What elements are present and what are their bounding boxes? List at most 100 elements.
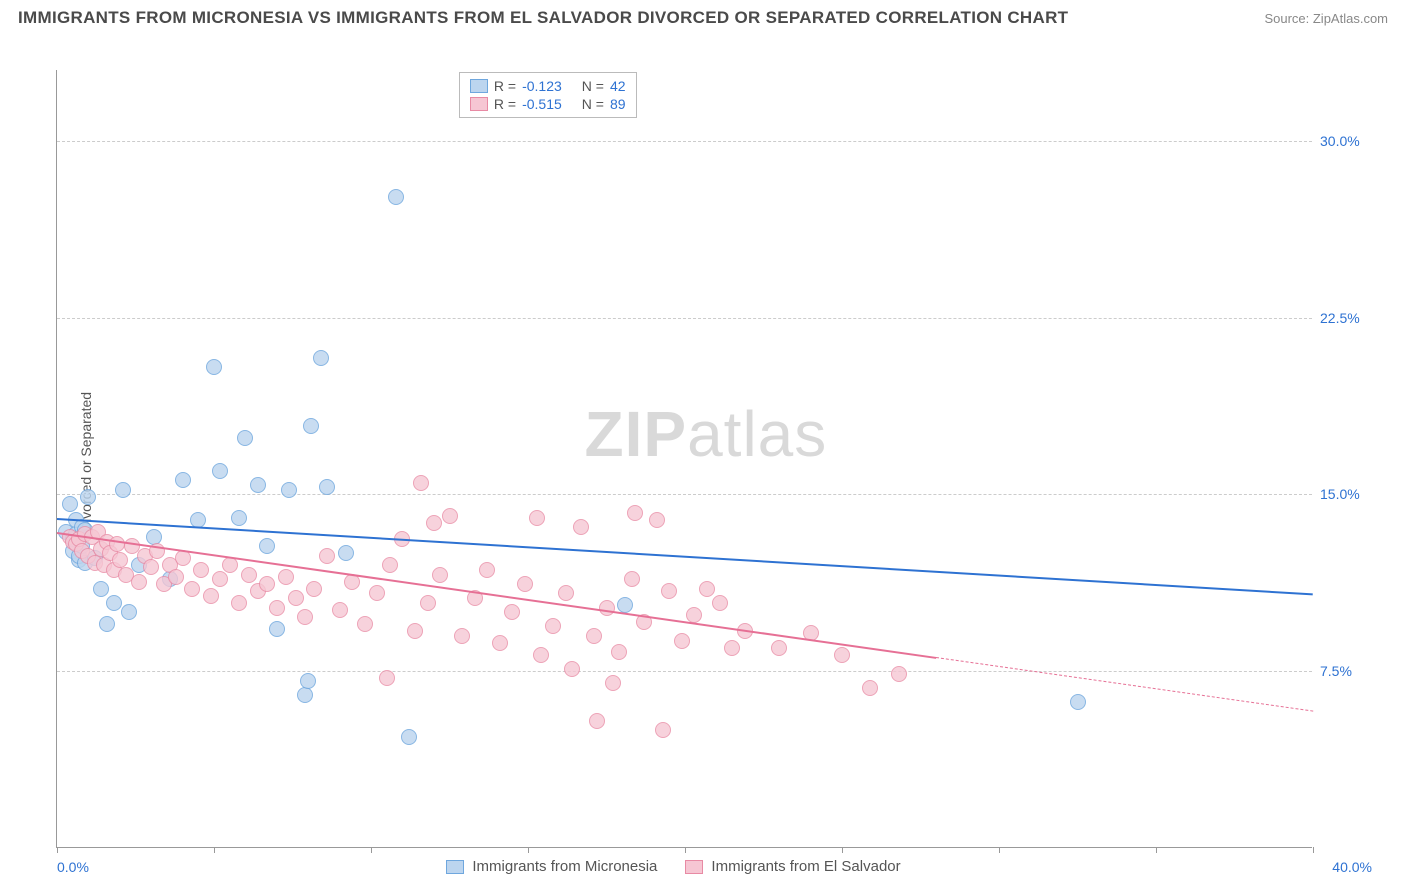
- data-point-micronesia: [303, 418, 319, 434]
- data-point-micronesia: [121, 604, 137, 620]
- data-point-elsalvador: [504, 604, 520, 620]
- legend-series-label: Immigrants from El Salvador: [711, 858, 900, 875]
- data-point-elsalvador: [624, 571, 640, 587]
- data-point-micronesia: [237, 430, 253, 446]
- x-tick-mark: [57, 847, 58, 853]
- gridline: [57, 318, 1312, 319]
- data-point-elsalvador: [259, 576, 275, 592]
- x-tick-mark: [371, 847, 372, 853]
- data-point-micronesia: [269, 621, 285, 637]
- legend-series-item: Immigrants from El Salvador: [685, 858, 900, 875]
- data-point-micronesia: [175, 472, 191, 488]
- data-point-elsalvador: [241, 567, 257, 583]
- data-point-elsalvador: [834, 647, 850, 663]
- data-point-elsalvador: [212, 571, 228, 587]
- legend-stats-row: R =-0.123N =42: [470, 77, 626, 95]
- legend-swatch: [685, 860, 703, 874]
- data-point-elsalvador: [771, 640, 787, 656]
- data-point-elsalvador: [168, 569, 184, 585]
- data-point-micronesia: [300, 673, 316, 689]
- data-point-elsalvador: [203, 588, 219, 604]
- data-point-elsalvador: [599, 600, 615, 616]
- data-point-elsalvador: [269, 600, 285, 616]
- data-point-micronesia: [297, 687, 313, 703]
- data-point-micronesia: [388, 189, 404, 205]
- trend-line: [57, 518, 1313, 595]
- gridline: [57, 494, 1312, 495]
- gridline: [57, 671, 1312, 672]
- x-max-label: 40.0%: [1332, 859, 1372, 875]
- data-point-micronesia: [401, 729, 417, 745]
- x-tick-mark: [999, 847, 1000, 853]
- r-value: -0.515: [522, 96, 562, 112]
- data-point-elsalvador: [184, 581, 200, 597]
- x-tick-mark: [1313, 847, 1314, 853]
- data-point-elsalvador: [533, 647, 549, 663]
- data-point-elsalvador: [661, 583, 677, 599]
- data-point-elsalvador: [564, 661, 580, 677]
- x-min-label: 0.0%: [57, 859, 89, 875]
- data-point-elsalvador: [442, 508, 458, 524]
- data-point-elsalvador: [109, 536, 125, 552]
- data-point-elsalvador: [306, 581, 322, 597]
- legend-swatch: [470, 97, 488, 111]
- data-point-elsalvador: [479, 562, 495, 578]
- data-point-elsalvador: [724, 640, 740, 656]
- data-point-elsalvador: [231, 595, 247, 611]
- data-point-micronesia: [62, 496, 78, 512]
- data-point-elsalvador: [589, 713, 605, 729]
- legend-stats: R =-0.123N =42R =-0.515N =89: [459, 72, 637, 118]
- legend-series-label: Immigrants from Micronesia: [472, 858, 657, 875]
- n-value: 42: [610, 78, 626, 94]
- x-tick-mark: [842, 847, 843, 853]
- data-point-micronesia: [80, 489, 96, 505]
- n-value: 89: [610, 96, 626, 112]
- data-point-elsalvador: [288, 590, 304, 606]
- data-point-elsalvador: [369, 585, 385, 601]
- data-point-elsalvador: [332, 602, 348, 618]
- data-point-micronesia: [281, 482, 297, 498]
- y-tick-label: 30.0%: [1320, 133, 1380, 149]
- data-point-elsalvador: [131, 574, 147, 590]
- n-label: N =: [582, 78, 604, 94]
- data-point-elsalvador: [420, 595, 436, 611]
- data-point-elsalvador: [674, 633, 690, 649]
- source-label: Source: ZipAtlas.com: [1264, 11, 1388, 26]
- data-point-micronesia: [93, 581, 109, 597]
- r-label: R =: [494, 78, 516, 94]
- data-point-elsalvador: [611, 644, 627, 660]
- n-label: N =: [582, 96, 604, 112]
- data-point-elsalvador: [492, 635, 508, 651]
- data-point-elsalvador: [413, 475, 429, 491]
- gridline: [57, 141, 1312, 142]
- data-point-elsalvador: [517, 576, 533, 592]
- data-point-elsalvador: [891, 666, 907, 682]
- data-point-elsalvador: [862, 680, 878, 696]
- data-point-micronesia: [231, 510, 247, 526]
- legend-swatch: [470, 79, 488, 93]
- data-point-elsalvador: [558, 585, 574, 601]
- legend-stats-row: R =-0.515N =89: [470, 95, 626, 113]
- data-point-elsalvador: [573, 519, 589, 535]
- data-point-elsalvador: [193, 562, 209, 578]
- data-point-elsalvador: [712, 595, 728, 611]
- data-point-elsalvador: [605, 675, 621, 691]
- data-point-elsalvador: [649, 512, 665, 528]
- data-point-elsalvador: [699, 581, 715, 597]
- data-point-micronesia: [250, 477, 266, 493]
- data-point-micronesia: [99, 616, 115, 632]
- data-point-elsalvador: [529, 510, 545, 526]
- legend-series-item: Immigrants from Micronesia: [446, 858, 657, 875]
- data-point-micronesia: [115, 482, 131, 498]
- data-point-elsalvador: [357, 616, 373, 632]
- data-point-elsalvador: [407, 623, 423, 639]
- y-tick-label: 15.0%: [1320, 486, 1380, 502]
- watermark: ZIPatlas: [585, 397, 828, 471]
- y-tick-label: 22.5%: [1320, 310, 1380, 326]
- x-tick-mark: [685, 847, 686, 853]
- data-point-micronesia: [338, 545, 354, 561]
- data-point-micronesia: [212, 463, 228, 479]
- data-point-elsalvador: [319, 548, 335, 564]
- x-tick-mark: [214, 847, 215, 853]
- trend-line: [936, 657, 1313, 712]
